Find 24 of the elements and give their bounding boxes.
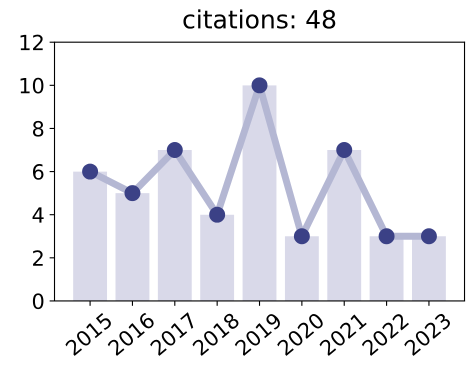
y-tick-label: 4 (32, 207, 44, 223)
point (294, 228, 310, 244)
point (336, 142, 352, 158)
y-tick-label: 10 (20, 78, 44, 94)
point (420, 228, 437, 244)
y-tick-label: 6 (32, 164, 44, 180)
point (124, 185, 140, 202)
point (378, 228, 395, 244)
point (166, 142, 183, 158)
chart-title: citations: 48 (183, 9, 336, 29)
bar (158, 150, 192, 301)
point (252, 77, 268, 94)
y-tick-label: 8 (32, 120, 44, 137)
y-tick-label: 0 (32, 293, 44, 310)
bar (73, 172, 108, 301)
point (82, 164, 98, 180)
bar (200, 214, 234, 301)
bar (284, 236, 319, 301)
bar (370, 236, 404, 301)
bar (116, 193, 150, 301)
y-tick-label: 2 (33, 250, 43, 266)
y-tick-label: 12 (20, 34, 43, 50)
bar (412, 236, 446, 301)
point (209, 206, 226, 223)
